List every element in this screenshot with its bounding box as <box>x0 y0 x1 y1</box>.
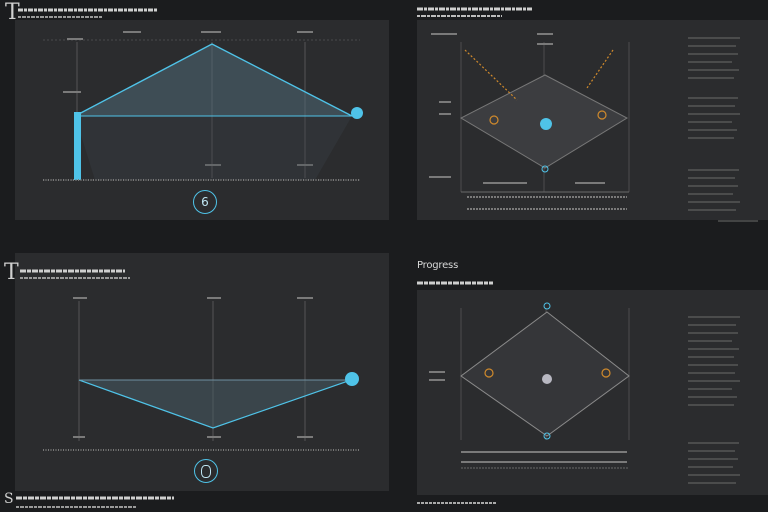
bottom-left-badge[interactable] <box>194 459 218 483</box>
bottom-right-node <box>542 374 552 384</box>
panel-top-left-header-scribble <box>18 8 158 18</box>
footer-initial: S <box>4 491 14 507</box>
panel-bottom-right-title: Progress <box>417 260 459 271</box>
panel-top-left-initial: T <box>5 0 20 25</box>
diagram-top-left <box>43 31 363 181</box>
footer-scribble <box>16 496 174 508</box>
panel-top-right-header-scribble <box>417 7 532 17</box>
top-left-badge-label: 6 <box>201 195 209 209</box>
bottom-left-node <box>345 372 359 386</box>
diagram-top-right <box>429 33 630 210</box>
top-left-badge[interactable]: 6 <box>193 190 217 214</box>
bottom-left-badge-glyph <box>201 464 211 478</box>
panel-bottom-left-initial: T <box>4 260 19 285</box>
top-right-node <box>540 118 552 130</box>
diagram-bottom-right <box>417 302 630 504</box>
panel-bottom-left-header-scribble <box>20 269 130 279</box>
panel-bottom-left <box>15 253 389 491</box>
bottom-right-text-column <box>688 316 740 484</box>
top-left-node <box>351 107 363 119</box>
diagram-bottom-left <box>43 297 360 451</box>
panel-bottom-right-subtitle-scribble <box>417 281 493 285</box>
top-right-text-column <box>688 37 758 222</box>
